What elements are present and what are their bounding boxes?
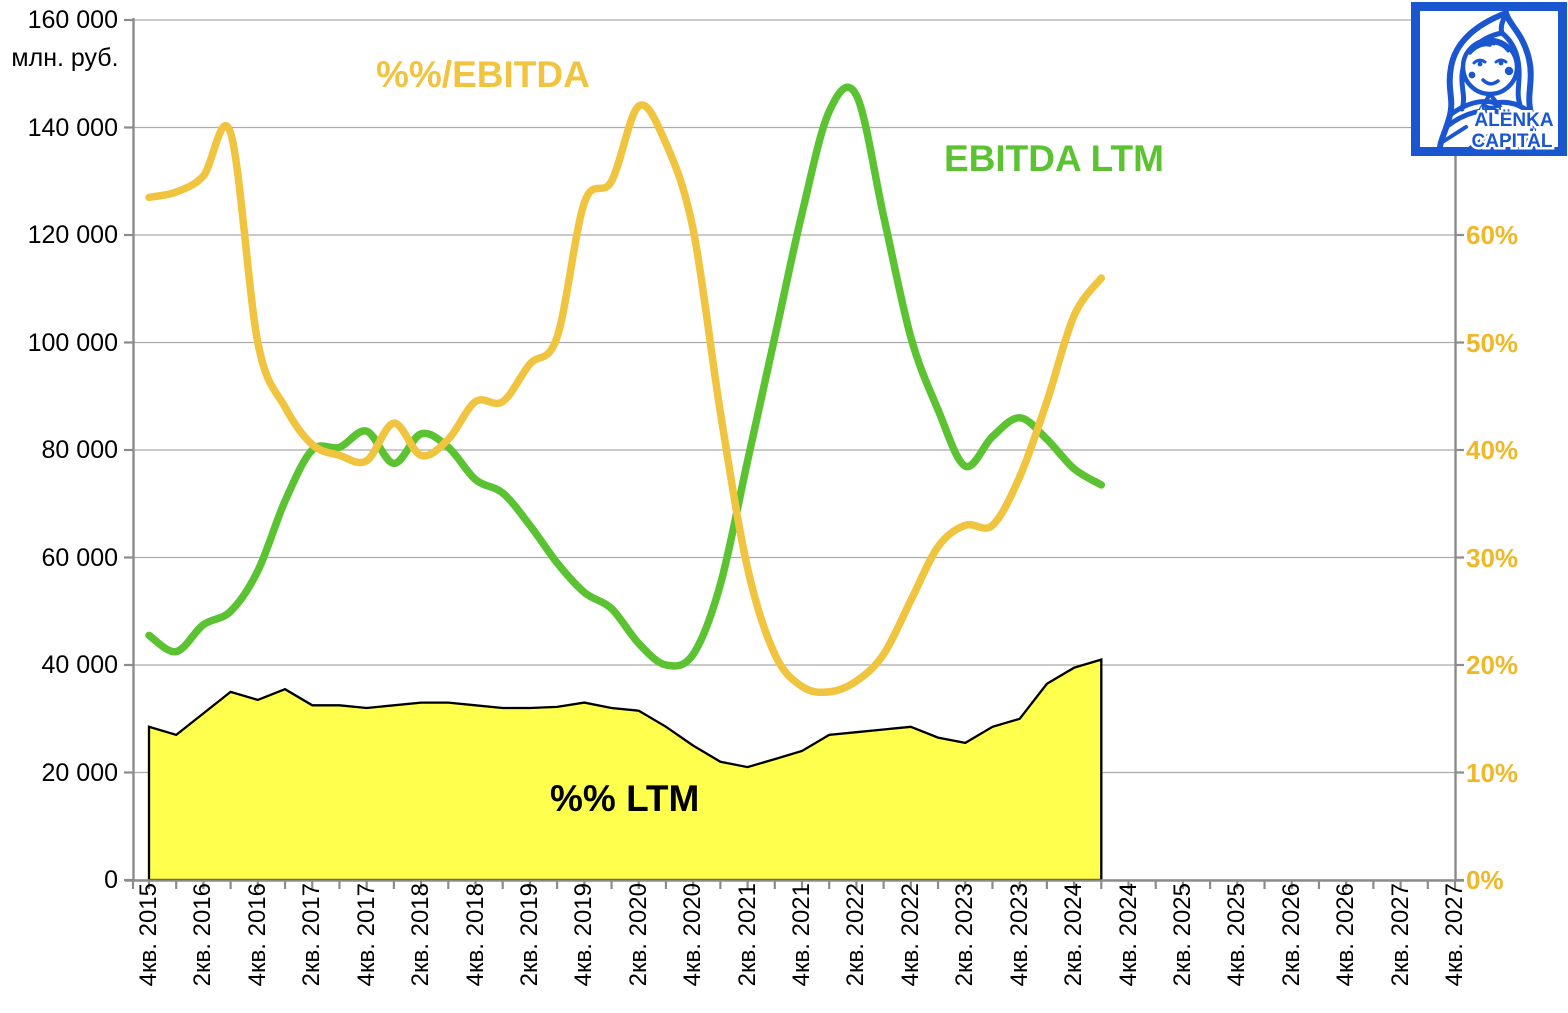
right-axis-tick-label: 10% bbox=[1466, 757, 1519, 788]
x-axis-tick-label: 4кв. 2024 bbox=[1114, 883, 1142, 987]
x-axis-tick-label: 2кв. 2025 bbox=[1168, 883, 1196, 987]
line-percent-of-ebitda bbox=[145, 101, 1106, 697]
alenka-capital-logo: ALЁNKA CAPITAL bbox=[1410, 1, 1568, 157]
x-axis-tick-label: 4кв. 2021 bbox=[788, 883, 815, 987]
left-axis-unit-label: млн. руб. bbox=[11, 44, 119, 72]
x-axis-tick-label: 4кв. 2022 bbox=[896, 883, 924, 987]
right-axis-tick-label: 30% bbox=[1466, 542, 1519, 573]
left-axis-tick-label: 100 000 bbox=[27, 328, 118, 357]
x-axis-tick-label: 2кв. 2022 bbox=[842, 883, 870, 987]
left-axis-tick-label: 20 000 bbox=[41, 758, 118, 787]
logo-text-line1: ALЁNKA bbox=[1474, 110, 1553, 131]
x-axis-tick-label: 2кв. 2018 bbox=[407, 883, 435, 987]
x-axis-tick-label: 4кв. 2016 bbox=[243, 883, 271, 987]
left-axis-tick-label: 120 000 bbox=[27, 221, 118, 249]
x-axis-tick-label: 2кв. 2017 bbox=[298, 883, 326, 987]
x-axis-tick-label: 2кв. 2016 bbox=[189, 883, 217, 987]
left-axis-tick-label: 80 000 bbox=[41, 436, 118, 464]
matryoshka-icon: ALЁNKA CAPITAL bbox=[1411, 2, 1567, 156]
right-axis-tick-label: 60% bbox=[1466, 220, 1519, 250]
x-axis-tick-label: 4кв. 2020 bbox=[679, 883, 707, 987]
right-axis-tick-label: 50% bbox=[1466, 327, 1519, 358]
x-axis-tick-label: 4кв. 2017 bbox=[352, 883, 380, 987]
x-axis-tick-label: 2кв. 2019 bbox=[515, 883, 543, 987]
x-axis-tick-label: 4кв. 2027 bbox=[1441, 883, 1468, 987]
x-axis-tick-label: 2кв. 2023 bbox=[951, 883, 979, 987]
series-label-percent-ltm: %% LTM bbox=[550, 778, 700, 819]
x-axis-tick-label: 4кв. 2018 bbox=[461, 883, 489, 987]
left-axis-tick-label: 140 000 bbox=[27, 113, 118, 142]
right-axis-tick-label: 40% bbox=[1466, 435, 1519, 465]
x-axis-tick-label: 4кв. 2023 bbox=[1005, 883, 1033, 987]
left-axis-tick-label: 160 000 bbox=[27, 6, 118, 34]
x-axis-tick-label: 4кв. 2025 bbox=[1223, 883, 1251, 987]
right-axis-tick-label: 0% bbox=[1466, 865, 1504, 895]
x-axis-tick-label: 2кв. 2021 bbox=[733, 883, 761, 987]
left-axis-tick-label: 0 bbox=[104, 866, 118, 894]
x-axis-tick-label: 2кв. 2024 bbox=[1060, 883, 1088, 987]
x-axis-tick-label: 4кв. 2015 bbox=[135, 883, 162, 987]
series-label-percent-of-ebitda: %%/EBITDA bbox=[376, 54, 590, 95]
x-axis-tick-label: 4кв. 2019 bbox=[570, 883, 598, 987]
logo-text-line2: CAPITAL bbox=[1472, 131, 1553, 152]
x-axis-tick-label: 2кв. 2027 bbox=[1386, 883, 1414, 987]
left-axis-tick-label: 60 000 bbox=[41, 543, 118, 572]
x-axis-tick-label: 2кв. 2020 bbox=[624, 883, 652, 987]
series-label-ebitda-ltm: EBITDA LTM bbox=[944, 138, 1164, 179]
x-axis-tick-label: 2кв. 2026 bbox=[1277, 883, 1305, 987]
area-percent-ltm bbox=[147, 658, 1103, 882]
x-axis-tick-label: 4кв. 2026 bbox=[1332, 883, 1360, 987]
right-axis-tick-label: 20% bbox=[1466, 650, 1519, 680]
left-axis-tick-label: 40 000 bbox=[41, 651, 118, 679]
